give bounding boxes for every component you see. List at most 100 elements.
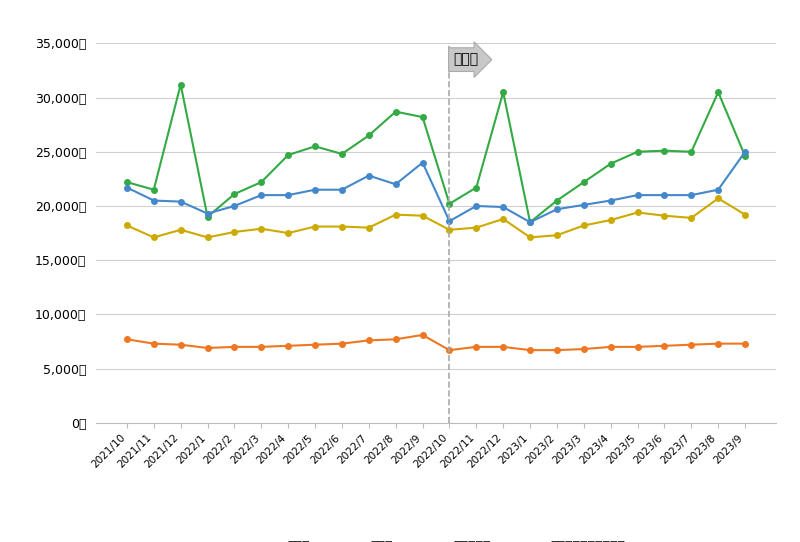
発泡酒 <box>686 341 696 348</box>
チューハイ・カクテル <box>579 222 589 229</box>
ビール <box>445 201 454 207</box>
発泡酒 <box>552 347 562 353</box>
ビール <box>310 143 320 150</box>
ビール <box>498 89 508 95</box>
発泡酒 <box>418 332 427 338</box>
Line: チューハイ・カクテル: チューハイ・カクテル <box>124 196 748 240</box>
新ジャンル <box>606 197 615 204</box>
発泡酒 <box>498 344 508 350</box>
発泡酒 <box>445 347 454 353</box>
ビール <box>176 81 186 88</box>
チューハイ・カクテル <box>149 234 158 241</box>
ビール <box>257 179 266 185</box>
Legend: ビール, 発泡酒, 新ジャンル, チューハイ・カクテル: ビール, 発泡酒, 新ジャンル, チューハイ・カクテル <box>242 535 630 542</box>
発泡酒 <box>364 337 374 344</box>
ビール <box>418 114 427 120</box>
チューハイ・カクテル <box>714 195 723 202</box>
新ジャンル <box>471 203 481 209</box>
新ジャンル <box>202 210 212 217</box>
発泡酒 <box>526 347 535 353</box>
チューハイ・カクテル <box>471 224 481 231</box>
ビール <box>686 149 696 155</box>
発泡酒 <box>579 346 589 352</box>
新ジャンル <box>310 186 320 193</box>
Line: 新ジャンル: 新ジャンル <box>124 149 748 225</box>
ビール <box>579 179 589 185</box>
Line: 発泡酒: 発泡酒 <box>124 332 748 353</box>
発泡酒 <box>283 343 293 349</box>
新ジャンル <box>526 219 535 225</box>
新ジャンル <box>257 192 266 198</box>
発泡酒 <box>202 345 212 351</box>
発泡酒 <box>714 340 723 347</box>
ビール <box>149 186 158 193</box>
チューハイ・カクテル <box>445 227 454 233</box>
発泡酒 <box>257 344 266 350</box>
新ジャンル <box>337 186 346 193</box>
発泡酒 <box>606 344 615 350</box>
発泡酒 <box>471 344 481 350</box>
チューハイ・カクテル <box>498 216 508 222</box>
新ジャンル <box>149 197 158 204</box>
ビール <box>740 153 750 159</box>
新ジャンル <box>418 159 427 166</box>
チューハイ・カクテル <box>660 212 670 219</box>
Text: 値上げ: 値上げ <box>454 53 478 67</box>
チューハイ・カクテル <box>526 234 535 241</box>
新ジャンル <box>740 149 750 155</box>
新ジャンル <box>283 192 293 198</box>
発泡酒 <box>633 344 642 350</box>
チューハイ・カクテル <box>310 223 320 230</box>
発泡酒 <box>660 343 670 349</box>
チューハイ・カクテル <box>552 232 562 238</box>
チューハイ・カクテル <box>364 224 374 231</box>
発泡酒 <box>149 340 158 347</box>
ビール <box>606 160 615 167</box>
ビール <box>122 179 132 185</box>
ビール <box>660 147 670 154</box>
Line: ビール: ビール <box>124 82 748 225</box>
新ジャンル <box>552 206 562 212</box>
チューハイ・カクテル <box>202 234 212 241</box>
チューハイ・カクテル <box>230 229 239 235</box>
発泡酒 <box>740 340 750 347</box>
チューハイ・カクテル <box>606 217 615 223</box>
ビール <box>526 219 535 225</box>
チューハイ・カクテル <box>283 230 293 236</box>
新ジャンル <box>391 181 401 188</box>
チューハイ・カクテル <box>257 225 266 232</box>
新ジャンル <box>176 198 186 205</box>
発泡酒 <box>122 336 132 343</box>
ビール <box>337 151 346 157</box>
ビール <box>471 184 481 191</box>
発泡酒 <box>176 341 186 348</box>
チューハイ・カクテル <box>418 212 427 219</box>
ビール <box>714 89 723 95</box>
新ジャンル <box>633 192 642 198</box>
新ジャンル <box>498 204 508 210</box>
新ジャンル <box>230 203 239 209</box>
発泡酒 <box>337 340 346 347</box>
新ジャンル <box>122 184 132 191</box>
発泡酒 <box>310 341 320 348</box>
チューハイ・カクテル <box>337 223 346 230</box>
チューハイ・カクテル <box>391 211 401 218</box>
ビール <box>633 149 642 155</box>
発泡酒 <box>391 336 401 343</box>
チューハイ・カクテル <box>176 227 186 233</box>
発泡酒 <box>230 344 239 350</box>
新ジャンル <box>660 192 670 198</box>
チューハイ・カクテル <box>740 211 750 218</box>
チューハイ・カクテル <box>633 209 642 216</box>
新ジャンル <box>714 186 723 193</box>
チューハイ・カクテル <box>122 222 132 229</box>
新ジャンル <box>445 218 454 224</box>
ビール <box>202 214 212 220</box>
新ジャンル <box>686 192 696 198</box>
チューハイ・カクテル <box>686 215 696 221</box>
新ジャンル <box>364 172 374 179</box>
ビール <box>230 191 239 197</box>
ビール <box>552 197 562 204</box>
ビール <box>283 152 293 158</box>
新ジャンル <box>579 202 589 208</box>
